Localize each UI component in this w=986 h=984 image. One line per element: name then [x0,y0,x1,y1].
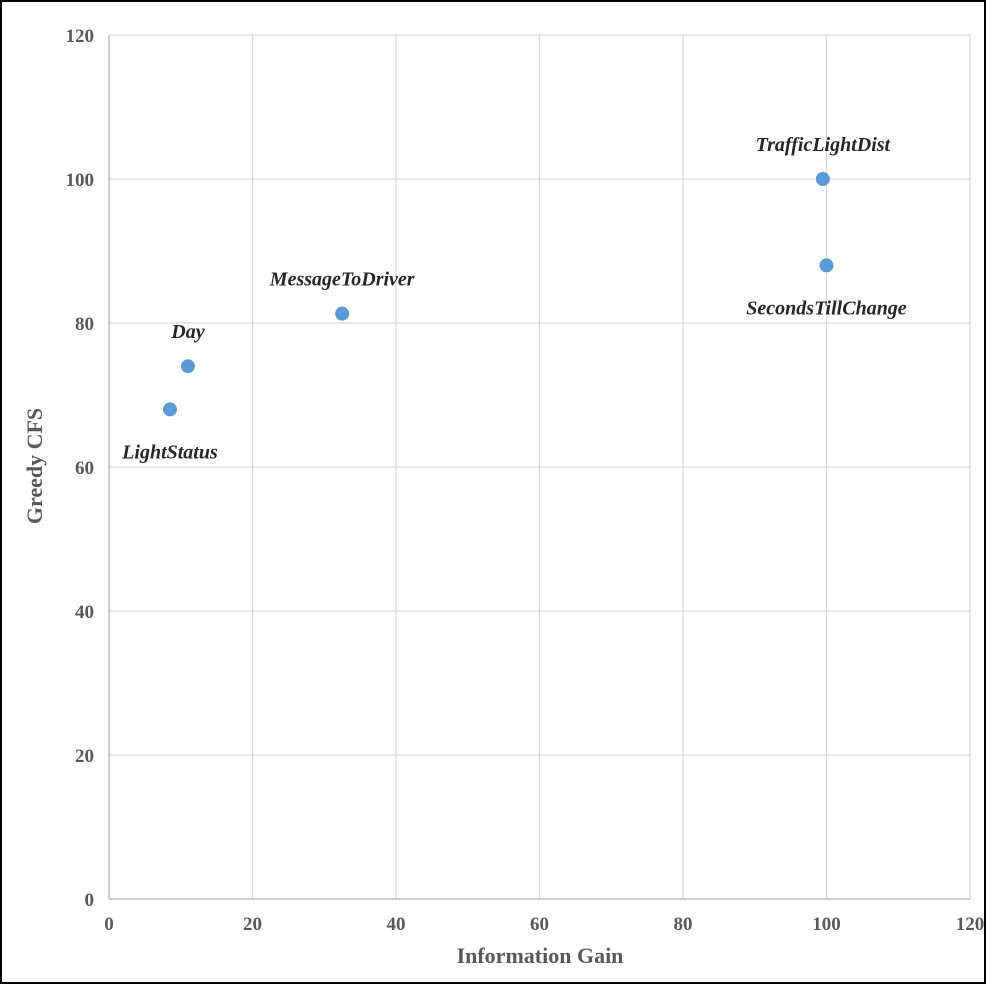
x-tick-label: 100 [812,914,841,935]
x-tick-label: 40 [387,914,406,935]
data-point [815,172,830,186]
data-label: TrafficLightDist [756,134,892,156]
data-point [162,402,177,417]
data-label: Day [170,321,204,343]
y-tick-label: 120 [66,26,95,47]
data-point [819,258,834,273]
y-tick-labels: 0 20 40 60 80 100 120 [66,26,95,911]
data-point [180,359,195,374]
x-tick-label: 20 [243,914,262,935]
y-axis-title: Greedy CFS [22,408,47,524]
data-label: MessageToDriver [269,269,415,291]
x-axis-title: Information Gain [457,943,624,968]
data-labels: LightStatus Day MessageToDriver TrafficLigh… [121,134,907,463]
data-points [162,172,834,417]
axes [108,35,970,900]
data-point [335,306,350,321]
y-tick-label: 60 [75,458,94,479]
x-tick-label: 0 [104,914,114,935]
data-label: SecondsTillChange [746,297,907,319]
y-tick-label: 20 [75,746,94,767]
y-tick-label: 0 [85,890,95,911]
x-tick-label: 120 [956,914,985,935]
gridlines [109,34,971,899]
data-label: LightStatus [121,441,218,463]
y-tick-label: 40 [75,602,94,623]
y-tick-label: 80 [75,314,94,335]
x-tick-label: 60 [530,914,549,935]
y-tick-label: 100 [66,170,95,191]
x-tick-label: 80 [674,914,693,935]
x-tick-labels: 0 20 40 60 80 100 120 [104,914,984,935]
